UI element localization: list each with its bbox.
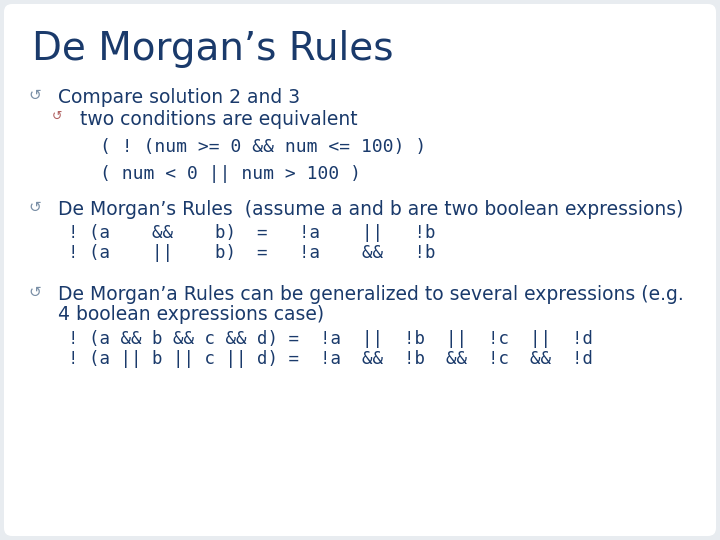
Text: ! (a    ||    b)  =   !a    &&   !b: ! (a || b) = !a && !b: [68, 244, 436, 262]
Text: ↺: ↺: [52, 110, 63, 123]
Text: two conditions are equivalent: two conditions are equivalent: [80, 110, 358, 129]
Text: ( num < 0 || num > 100 ): ( num < 0 || num > 100 ): [100, 165, 361, 183]
Text: ↺: ↺: [28, 200, 41, 215]
Text: ! (a || b || c || d) =  !a  &&  !b  &&  !c  &&  !d: ! (a || b || c || d) = !a && !b && !c &&…: [68, 350, 593, 368]
Text: De Morgan’a Rules can be generalized to several expressions (e.g.: De Morgan’a Rules can be generalized to …: [58, 285, 684, 304]
Text: ( ! (num >= 0 && num <= 100) ): ( ! (num >= 0 && num <= 100) ): [100, 138, 426, 156]
Text: ! (a    &&    b)  =   !a    ||   !b: ! (a && b) = !a || !b: [68, 224, 436, 242]
FancyBboxPatch shape: [4, 4, 716, 536]
Text: De Morgan’s Rules: De Morgan’s Rules: [32, 30, 394, 68]
Text: ↺: ↺: [28, 285, 41, 300]
Text: ! (a && b && c && d) =  !a  ||  !b  ||  !c  ||  !d: ! (a && b && c && d) = !a || !b || !c ||…: [68, 330, 593, 348]
Text: ↺: ↺: [28, 88, 41, 103]
Text: De Morgan’s Rules  (assume a and b are two boolean expressions): De Morgan’s Rules (assume a and b are tw…: [58, 200, 683, 219]
Text: Compare solution 2 and 3: Compare solution 2 and 3: [58, 88, 300, 107]
Text: 4 boolean expressions case): 4 boolean expressions case): [58, 305, 324, 324]
